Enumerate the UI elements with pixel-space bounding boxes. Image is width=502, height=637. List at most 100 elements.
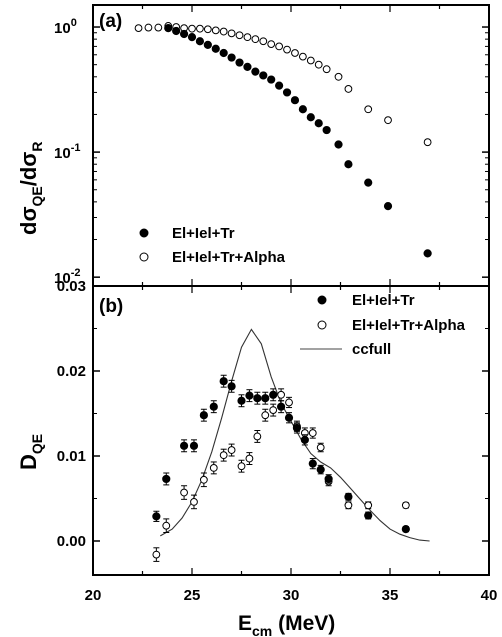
point-a-open [283,45,291,54]
point-a-filled [235,58,244,67]
y-tick-label-b: 0.01 [57,448,86,465]
point-a-open [423,138,432,147]
point-a-open [219,27,228,36]
point-a-open [275,42,284,51]
y-tick-label-b: 0.02 [57,363,86,380]
point-a-open [251,35,260,44]
point-a-open [364,105,373,114]
point-b-open [190,498,198,506]
point-b-filled [227,382,236,391]
point-b-filled [401,525,410,534]
legend-b-entry-2: El+Iel+Tr+Alpha [352,317,466,334]
point-b-open [285,398,293,407]
x-tick-label: 35 [382,587,399,604]
y-tick-label-a: 10-2 [54,267,80,287]
point-a-filled [187,33,197,42]
panel-b-label: (b) [99,296,123,317]
point-b-filled [364,511,373,520]
point-b-open [152,550,161,559]
point-a-open [344,85,353,93]
point-a-open [196,24,204,33]
point-a-filled [227,53,236,62]
point-b-filled [292,423,302,433]
x-tick-label: 30 [283,587,300,604]
point-b-filled [344,492,353,501]
legend-b-entry-1: El+Iel+Tr [352,292,415,309]
point-a-filled [164,24,173,33]
x-axis-label: Ecm (MeV) [238,612,335,637]
point-a-filled [364,178,373,187]
point-b-open [209,464,218,472]
point-a-open [267,40,276,49]
point-b-open [344,501,353,510]
legend-a-entry-1: El+Iel+Tr [172,225,235,242]
point-a-open [334,72,343,81]
point-b-filled [199,411,208,420]
panel-a-marks [134,22,432,258]
point-a-open [243,33,252,42]
point-a-open [227,29,236,38]
legend-b-filled-marker [317,295,327,305]
point-a-filled [211,44,220,53]
point-b-filled [245,391,254,400]
point-a-open [259,37,268,46]
point-a-filled [344,160,353,169]
point-a-filled [172,26,181,36]
legend-b-entry-3: ccfull [352,341,391,358]
point-b-filled [300,435,309,444]
point-a-filled [383,202,393,211]
point-a-open [154,23,163,32]
point-b-filled [179,441,189,450]
point-b-open [162,521,171,530]
y-axis-label-b: DQE [16,434,45,470]
point-a-filled [275,81,284,90]
point-b-filled [162,474,171,484]
y-tick-label-b: 0.03 [57,278,86,295]
point-b-filled [277,402,286,411]
point-b-open [261,411,270,420]
point-a-filled [322,125,331,135]
point-a-open [203,25,212,34]
point-a-open [314,60,323,69]
point-a-open [306,56,315,65]
point-b-filled [269,390,278,399]
point-a-filled [203,40,212,49]
point-a-filled [306,113,315,122]
x-tick-label: 20 [85,587,102,604]
point-a-filled [423,249,432,258]
point-b-filled [237,396,246,405]
panel-b-marks [152,328,430,562]
panel-a-label: (a) [99,11,122,32]
point-a-open [322,65,331,74]
panel-b-axes: 0.00 0.01 0.02 0.03 20 25 30 35 40 [57,278,498,604]
y-tick-label-b: 0.00 [57,533,86,550]
point-a-filled [251,67,260,76]
point-a-filled [298,105,307,114]
x-tick-label: 40 [481,587,498,604]
point-b-filled [316,465,325,474]
y-axis-label-a: dσQE/dσR [16,142,45,235]
y-tick-label-a: 100 [54,17,77,37]
panel-a-axes: 100 10-1 10-2 [54,5,490,287]
point-b-filled [189,441,199,450]
point-a-filled [219,48,228,58]
y-tick-label-a: 10-1 [54,142,80,162]
point-b-filled [253,394,262,403]
x-tick-label: 25 [184,587,201,604]
point-a-open [188,24,196,33]
legend-a-filled-marker [139,228,149,238]
legend-a: El+Iel+Tr El+Iel+Tr+Alpha [139,225,286,266]
point-a-filled [179,29,189,39]
point-a-filled [259,71,268,80]
point-b-open [253,432,262,441]
point-a-filled [314,119,323,128]
point-a-filled [195,37,205,46]
point-b-filled [219,377,228,386]
point-a-open [235,31,244,40]
point-b-filled [324,474,333,484]
point-a-open [291,49,299,57]
point-a-open [384,116,392,125]
legend-a-entry-2: El+Iel+Tr+Alpha [172,249,286,266]
point-a-filled [282,88,292,97]
